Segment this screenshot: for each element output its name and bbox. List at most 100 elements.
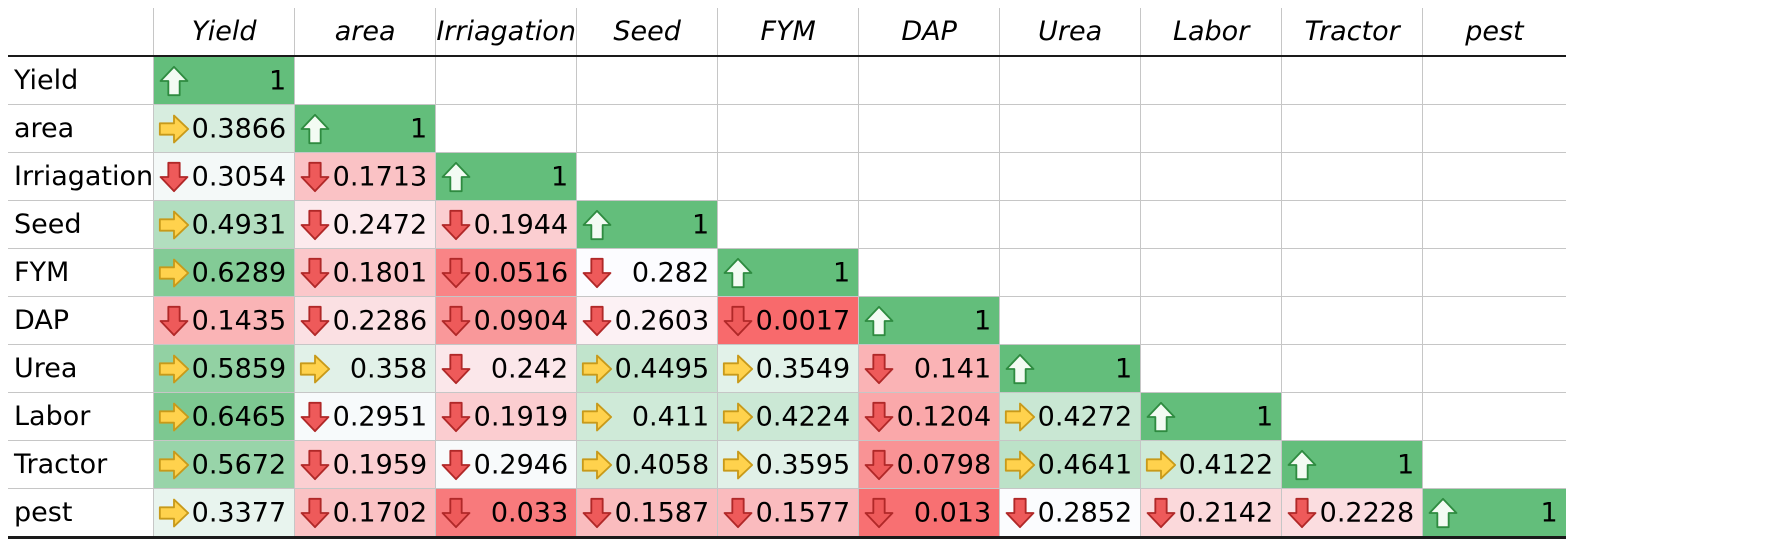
column-header: FYM	[717, 8, 860, 57]
empty-cell	[1422, 392, 1566, 441]
arrow-right-icon	[582, 402, 613, 431]
correlation-value: 0.141	[913, 353, 992, 384]
arrow-right-icon	[159, 498, 190, 527]
empty-cell	[1281, 344, 1424, 393]
correlation-value: 0.2472	[332, 209, 428, 240]
correlation-value: 0.2228	[1319, 497, 1415, 528]
correlation-value: 0.4224	[755, 401, 851, 432]
correlation-cell: 0.4058	[576, 440, 719, 489]
correlation-cell: 0.1204	[858, 392, 1001, 441]
arrow-down-icon	[864, 497, 894, 528]
correlation-cell: 0.2951	[294, 392, 437, 441]
correlation-value: 1	[1114, 353, 1133, 384]
correlation-cell: 1	[1140, 392, 1283, 441]
correlation-cell: 1	[717, 248, 860, 297]
correlation-value: 0.1713	[332, 161, 428, 192]
arrow-down-icon	[864, 449, 894, 480]
column-header: Tractor	[1281, 8, 1424, 57]
arrow-down-icon	[1146, 497, 1176, 528]
arrow-up-icon	[1146, 401, 1176, 432]
correlation-value: 0.033	[490, 497, 569, 528]
column-header: Seed	[576, 8, 719, 57]
correlation-cell: 0.1919	[435, 392, 578, 441]
matrix-row: Tractor 0.5672 0.1959 0.2946 0.4058 0.3595 0.0…	[8, 440, 1566, 489]
correlation-cell: 0.1944	[435, 200, 578, 249]
correlation-value: 0.3866	[191, 113, 287, 144]
correlation-cell: 0.411	[576, 392, 719, 441]
correlation-cell: 1	[1281, 440, 1424, 489]
matrix-row: Urea 0.5859 0.358 0.242 0.4495 0.3549 0.141 1	[8, 344, 1566, 393]
arrow-down-icon	[159, 305, 189, 336]
matrix-row: FYM 0.6289 0.1801 0.0516 0.282 1	[8, 248, 1566, 297]
correlation-cell: 1	[294, 104, 437, 153]
arrow-up-icon	[1005, 353, 1035, 384]
correlation-cell: 0.4272	[999, 392, 1142, 441]
correlation-cell: 0.4931	[153, 200, 296, 249]
correlation-value: 1	[1255, 401, 1274, 432]
arrow-down-icon	[300, 449, 330, 480]
correlation-value: 0.4058	[614, 449, 710, 480]
arrow-down-icon	[582, 257, 612, 288]
correlation-cell: 0.3866	[153, 104, 296, 153]
empty-cell	[717, 200, 860, 249]
correlation-value: 0.5859	[191, 353, 287, 384]
correlation-value: 0.4272	[1037, 401, 1133, 432]
empty-cell	[1422, 296, 1566, 345]
arrow-right-icon	[723, 450, 754, 479]
empty-cell	[435, 104, 578, 153]
correlation-cell: 1	[576, 200, 719, 249]
arrow-down-icon	[582, 497, 612, 528]
arrow-down-icon	[300, 497, 330, 528]
correlation-cell: 0.242	[435, 344, 578, 393]
correlation-cell: 0.4122	[1140, 440, 1283, 489]
correlation-cell: 0.4224	[717, 392, 860, 441]
correlation-value: 0.0904	[473, 305, 569, 336]
empty-cell	[576, 104, 719, 153]
correlation-value: 0.3549	[755, 353, 851, 384]
correlation-value: 0.3377	[191, 497, 287, 528]
matrix-row: pest 0.3377 0.1702 0.033 0.1587 0.1577 0.013 0.…	[8, 488, 1566, 539]
empty-cell	[1422, 55, 1566, 105]
row-label: pest	[8, 488, 155, 539]
empty-cell	[1281, 55, 1424, 105]
correlation-value: 0.6289	[191, 257, 287, 288]
arrow-right-icon	[1005, 450, 1036, 479]
correlation-value: 0.1944	[473, 209, 569, 240]
arrow-up-icon	[300, 113, 330, 144]
arrow-right-icon	[723, 402, 754, 431]
correlation-value: 0.5672	[191, 449, 287, 480]
arrow-right-icon	[159, 114, 190, 143]
correlation-cell: 0.5672	[153, 440, 296, 489]
correlation-value: 0.3595	[755, 449, 851, 480]
arrow-down-icon	[441, 449, 471, 480]
correlation-value: 0.6465	[191, 401, 287, 432]
arrow-right-icon	[582, 450, 613, 479]
matrix-row: Seed 0.4931 0.2472 0.1944 1	[8, 200, 1566, 249]
empty-cell	[1422, 248, 1566, 297]
empty-cell	[1422, 200, 1566, 249]
empty-cell	[1140, 344, 1283, 393]
empty-cell	[999, 296, 1142, 345]
arrow-down-icon	[723, 305, 753, 336]
correlation-cell: 0.0516	[435, 248, 578, 297]
row-label: DAP	[8, 296, 155, 345]
arrow-right-icon	[159, 450, 190, 479]
column-header: Labor	[1140, 8, 1283, 57]
row-label: Labor	[8, 392, 155, 441]
matrix-row: Labor 0.6465 0.2951 0.1919 0.411 0.4224 0.1204…	[8, 392, 1566, 441]
correlation-cell: 0.2603	[576, 296, 719, 345]
arrow-right-icon	[300, 354, 331, 383]
arrow-down-icon	[300, 209, 330, 240]
arrow-down-icon	[582, 305, 612, 336]
column-header: Irriagation	[435, 8, 578, 57]
row-label: Seed	[8, 200, 155, 249]
arrow-up-icon	[864, 305, 894, 336]
correlation-value: 1	[409, 113, 428, 144]
arrow-right-icon	[582, 354, 613, 383]
row-label: Yield	[8, 55, 155, 105]
arrow-right-icon	[159, 402, 190, 431]
empty-cell	[999, 104, 1142, 153]
arrow-down-icon	[441, 209, 471, 240]
correlation-cell: 0.5859	[153, 344, 296, 393]
correlation-value: 0.282	[631, 257, 710, 288]
